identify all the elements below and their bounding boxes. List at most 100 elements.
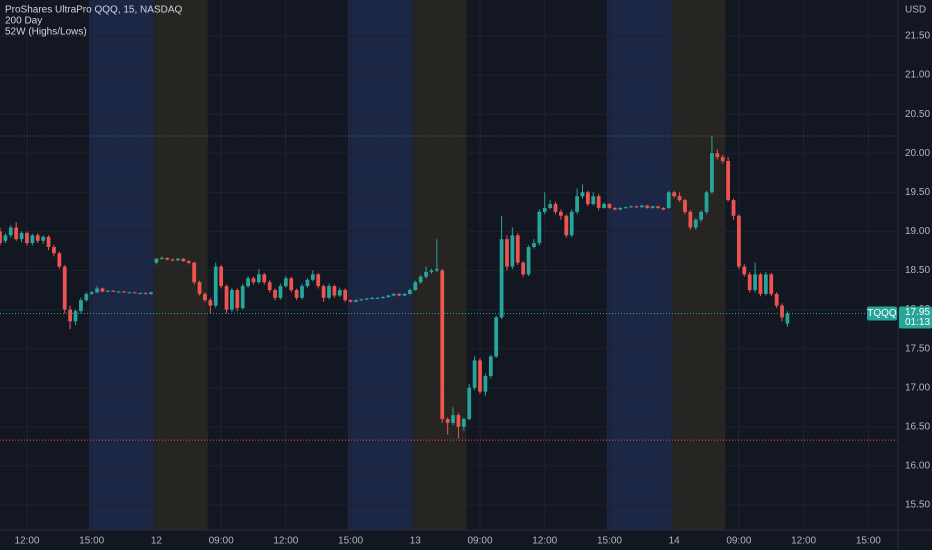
session-band [412, 0, 467, 530]
candle-body [618, 207, 623, 210]
x-tick-label: 15:00 [338, 536, 363, 547]
candle-body [0, 231, 2, 244]
candle-body [332, 286, 337, 296]
y-tick-label: 16.00 [905, 461, 930, 472]
candle-body [785, 313, 790, 324]
y-tick-label: 18.50 [905, 265, 930, 276]
candle-body [143, 293, 148, 295]
y-tick-label: 15.50 [905, 500, 930, 511]
candle-body [19, 232, 24, 240]
x-tick-label: 12:00 [273, 536, 298, 547]
candle-body [424, 272, 428, 277]
y-tick-label: 17.50 [905, 343, 930, 354]
candle-body [693, 219, 698, 228]
session-band [606, 0, 672, 530]
candle-body [176, 258, 180, 261]
candle-body [720, 157, 725, 162]
x-tick-label: 12:00 [791, 536, 816, 547]
candle-body [661, 207, 666, 210]
candle-body [774, 293, 779, 306]
candle-body [79, 300, 83, 312]
x-tick-label: 12:00 [14, 536, 39, 547]
last-price-label: 17.95 [905, 307, 930, 318]
x-tick-label: 15:00 [856, 536, 881, 547]
candle-body [742, 266, 747, 275]
candle-body [25, 232, 29, 244]
candle-body [262, 274, 267, 283]
plot-area [0, 0, 898, 530]
candle-body [645, 205, 650, 208]
candle-body [370, 297, 375, 299]
x-tick-label: 12:00 [532, 536, 557, 547]
candle-body [753, 274, 757, 291]
candle-body [251, 278, 256, 283]
x-tick-label: 09:00 [209, 536, 234, 547]
candle-body [386, 295, 391, 298]
candle-body [575, 196, 579, 212]
candle-body [429, 270, 434, 273]
candle-body [526, 247, 531, 275]
candle-body [413, 282, 418, 291]
candle-body [537, 211, 542, 244]
candle-body [731, 200, 736, 216]
candle-body [138, 293, 143, 295]
candle-body [364, 298, 369, 300]
candle-body [494, 317, 499, 357]
session-band [88, 0, 154, 530]
candle-body [434, 268, 439, 271]
candle-body [197, 282, 202, 294]
candle-body [472, 360, 477, 388]
y-tick-label: 19.50 [905, 187, 930, 198]
candle-body [57, 253, 62, 267]
candle-body [267, 282, 272, 291]
candle-body [758, 274, 763, 294]
candle-body [354, 300, 358, 302]
session-band [153, 0, 208, 530]
candle-body [273, 290, 277, 298]
candle-body [348, 300, 353, 302]
y-tick-label: 19.00 [905, 226, 930, 237]
y-tick-label: 21.50 [905, 31, 930, 42]
candle-body [240, 286, 245, 308]
x-tick-label: 14 [669, 536, 681, 547]
candle-body [656, 206, 660, 208]
x-tick-label: 09:00 [467, 536, 492, 547]
candle-body [159, 257, 164, 259]
candle-body [46, 236, 51, 248]
candle-body [699, 211, 704, 220]
candle-body [375, 297, 380, 299]
candle-body [607, 204, 612, 208]
candle-body [672, 192, 677, 197]
y-tick-label: 16.50 [905, 421, 930, 432]
candle-body [68, 309, 73, 322]
candle-body [89, 292, 94, 294]
candle-body [337, 290, 342, 296]
candle-body [165, 257, 170, 260]
candle-body [623, 207, 628, 209]
candle-body [283, 278, 288, 287]
candle-body [585, 192, 590, 205]
candle-body [704, 192, 709, 212]
candle-body [203, 293, 207, 301]
candle-body [316, 274, 321, 287]
candle-body [542, 207, 547, 212]
candle-body [192, 262, 197, 283]
candle-body [105, 290, 110, 292]
candle-body [451, 415, 455, 423]
candle-body [35, 235, 40, 241]
chart-title: ProShares UltraPro QQQ, 15, NASDAQ [5, 5, 183, 16]
candle-body [461, 418, 466, 427]
candle-body [769, 274, 774, 294]
session-band [671, 0, 726, 530]
candle-body [381, 297, 385, 299]
price-tag [899, 306, 932, 329]
candle-body [170, 259, 175, 261]
candle-body [224, 286, 229, 310]
candle-body [521, 262, 526, 275]
countdown-label: 01:13 [905, 317, 930, 328]
candle-body [532, 243, 536, 248]
session-band [347, 0, 413, 530]
y-tick-label: 21.00 [905, 70, 930, 81]
candle-body [278, 286, 283, 298]
